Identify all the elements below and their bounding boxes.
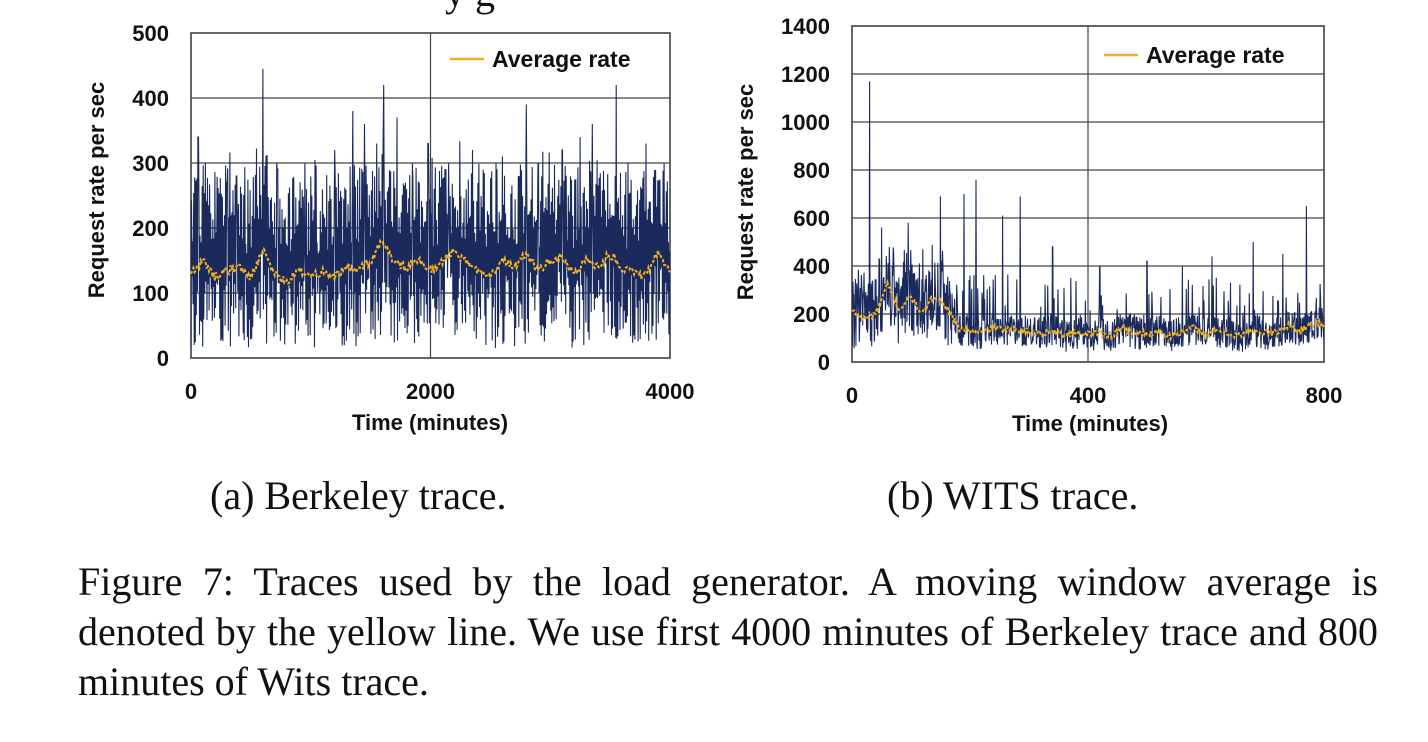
y-tick-label: 1200	[781, 62, 830, 87]
y-tick-label: 1400	[781, 14, 830, 39]
trace-wits	[851, 81, 1325, 352]
average-line	[190, 238, 671, 285]
x-tick-label: 0	[185, 379, 197, 404]
average-rate-wits	[851, 278, 1325, 342]
legend-label-b: Average rate	[1146, 42, 1285, 68]
y-tick-label: 200	[793, 302, 830, 327]
y-tick-label: 600	[793, 206, 830, 231]
x-tick-label: 0	[846, 383, 858, 408]
x-tick-label: 800	[1306, 383, 1343, 408]
y-tick-label: 800	[793, 158, 830, 183]
x-tick-label: 2000	[406, 379, 455, 404]
subcaption-b: (b) WITS trace.	[887, 473, 1139, 518]
y-tick-label: 400	[132, 86, 169, 111]
legend-a: Average rate	[442, 42, 664, 78]
trace-line	[851, 81, 1325, 352]
x-tick-label: 400	[1070, 383, 1107, 408]
figure-caption: Figure 7: Traces used by the load genera…	[78, 559, 1378, 704]
chart-berkeley: 0 100 200 300 400 500 0 2000 4000 Time (minutes)…	[84, 21, 694, 435]
y-tick-label: 100	[132, 281, 169, 306]
x-axis-label-b: Time (minutes)	[1012, 411, 1168, 436]
x-tick-label: 4000	[646, 379, 695, 404]
y-tick-label: 1000	[781, 110, 830, 135]
y-tick-label: 0	[818, 350, 830, 375]
trace-line	[190, 68, 671, 349]
y-tick-label: 400	[793, 254, 830, 279]
y-tick-label: 0	[157, 346, 169, 371]
top-fragment: y g	[445, 0, 495, 15]
y-axis-label-b: Request rate per sec	[733, 84, 758, 300]
ticks-a: 0 100 200 300 400 500 0 2000 4000	[132, 21, 694, 404]
legend-b: Average rate	[1098, 37, 1320, 73]
ticks-b: 0 200 400 600 800 1000 1200 1400 0 400 800	[781, 14, 1342, 408]
y-tick-label: 300	[132, 151, 169, 176]
legend-label-a: Average rate	[492, 46, 631, 72]
chart-wits: 0 200 400 600 800 1000 1200 1400 0 400 800 Time (m…	[733, 14, 1342, 436]
y-axis-label-a: Request rate per sec	[84, 82, 109, 298]
subcaption-a: (a) Berkeley trace.	[210, 473, 507, 518]
y-tick-label: 500	[132, 21, 169, 46]
trace-berkeley	[190, 68, 671, 349]
average-line	[851, 278, 1325, 342]
x-axis-label-a: Time (minutes)	[352, 410, 508, 435]
average-rate-berkeley	[190, 238, 671, 285]
y-tick-label: 200	[132, 216, 169, 241]
